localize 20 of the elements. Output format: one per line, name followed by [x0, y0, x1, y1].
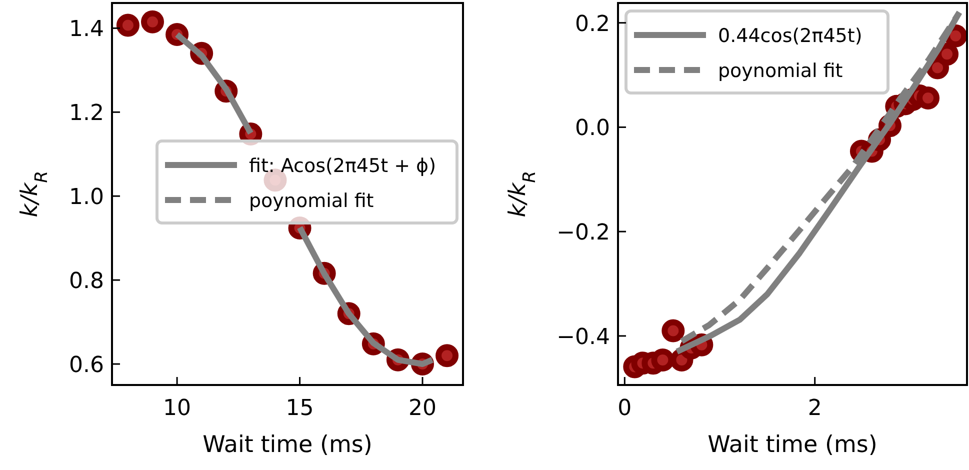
legend-label: poynomial fit — [718, 60, 843, 82]
y-tick-label: −0.2 — [556, 220, 610, 246]
y-tick-label: 0.0 — [575, 116, 610, 142]
x-tick-label: 2 — [808, 396, 822, 421]
x-tick-label: 0 — [618, 396, 632, 421]
x-tick-label: 10 — [163, 396, 192, 421]
y-tick-label: 1.4 — [69, 17, 104, 42]
y-tick-label: 0.8 — [69, 269, 104, 294]
y-tick-label: 1.2 — [69, 101, 104, 126]
y-tick-label: 0.2 — [575, 12, 610, 37]
y-tick-label: 1.0 — [69, 185, 104, 210]
legend-label: fit: Acos(2π45t + ϕ) — [249, 155, 436, 177]
y-tick-label: −0.4 — [556, 324, 610, 350]
y-tick-label: 0.6 — [69, 353, 104, 378]
x-tick-label: 20 — [408, 396, 436, 421]
x-axis-title: Wait time (ms) — [708, 432, 878, 458]
legend-label: poynomial fit — [249, 190, 374, 212]
x-axis-title: Wait time (ms) — [202, 432, 372, 458]
legend-label: 0.44cos(2π45t) — [718, 25, 862, 47]
x-tick-label: 15 — [286, 396, 314, 421]
